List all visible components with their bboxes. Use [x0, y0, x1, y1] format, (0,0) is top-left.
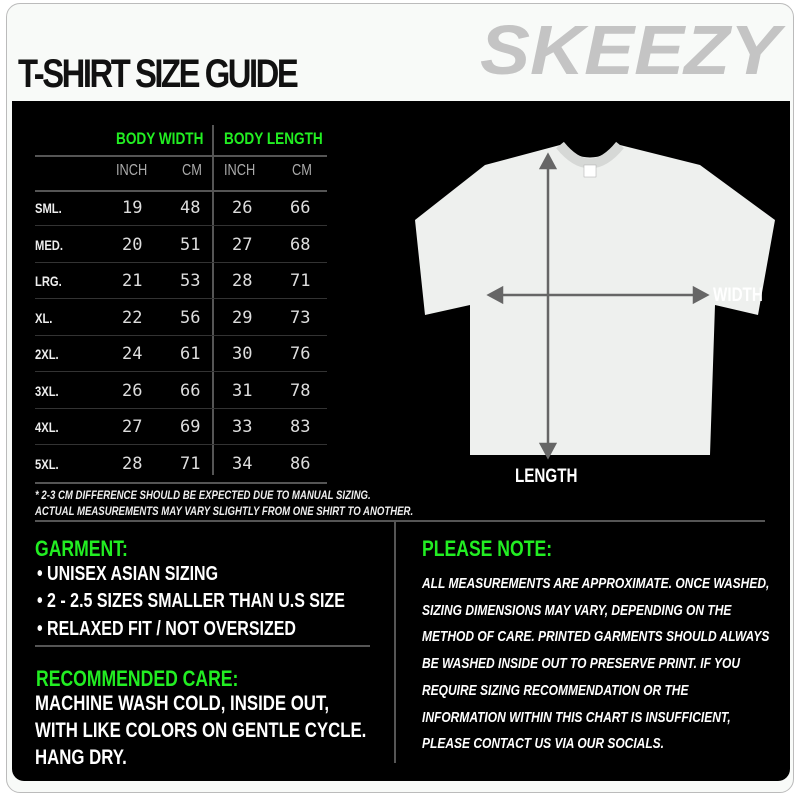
row-divider — [35, 334, 327, 336]
divider — [394, 521, 396, 763]
table-cell: 69 — [180, 417, 201, 437]
size-label: MED. — [35, 236, 63, 253]
table-cell: 27 — [122, 417, 143, 437]
divider — [35, 520, 765, 522]
length-arrow — [538, 152, 558, 460]
table-cell: 83 — [290, 417, 311, 437]
please-note-line: BE WASHED INSIDE OUT TO PRESERVE PRINT. … — [422, 655, 741, 673]
table-cell: 71 — [290, 271, 311, 291]
row-divider — [35, 371, 327, 372]
width-label: WIDTH — [713, 285, 763, 306]
table-cell: 24 — [122, 344, 143, 364]
table-cell: 28 — [122, 453, 143, 474]
please-note-line: INFORMATION WITHIN THIS CHART IS INSUFFI… — [422, 708, 731, 726]
table-cell: 78 — [290, 380, 311, 401]
brand-logo: SKEEZY — [480, 12, 786, 89]
size-label: 5XL. — [35, 455, 59, 472]
garment-item-text: 2 - 2.5 SIZES SMALLER THAN U.S SIZE — [47, 590, 345, 612]
note-line: ACTUAL MEASUREMENTS MAY VARY SLIGHTLY FR… — [35, 504, 414, 518]
divider — [35, 645, 370, 647]
table-cell: 30 — [232, 344, 253, 364]
table-cell: 86 — [290, 453, 311, 474]
header-body-length: BODY LENGTH — [224, 129, 323, 148]
table-cell: 19 — [122, 198, 143, 218]
row-divider — [35, 407, 327, 409]
table-cell: 71 — [180, 453, 201, 474]
table-cell: 34 — [232, 453, 253, 474]
note-line: * 2-3 CM DIFFERENCE SHOULD BE EXPECTED D… — [35, 488, 371, 502]
table-cell: 61 — [180, 344, 201, 364]
table-cell: 26 — [232, 198, 253, 218]
table-cell: 27 — [232, 234, 253, 255]
table-cell: 66 — [290, 198, 311, 218]
page-title: T-SHIRT SIZE GUIDE — [18, 52, 299, 96]
size-label: LRG. — [35, 273, 62, 289]
table-cell: 51 — [180, 234, 201, 255]
table-cell: 66 — [180, 380, 201, 401]
header-body-width: BODY WIDTH — [116, 129, 204, 148]
tag-icon — [583, 164, 597, 178]
care-line: WITH LIKE COLORS ON GENTLE CYCLE. — [35, 719, 367, 742]
tshirt-icon — [415, 145, 775, 455]
table-cell: 20 — [122, 234, 143, 255]
table-cell: 73 — [290, 307, 311, 328]
table-cell: 31 — [232, 380, 253, 401]
table-cell: 56 — [180, 307, 201, 328]
please-note-line: ALL MEASUREMENTS ARE APPROXIMATE. ONCE W… — [422, 575, 770, 592]
unit-inch: INCH — [224, 162, 256, 179]
size-label: 3XL. — [35, 382, 59, 399]
please-note-line: SIZING DIMENSIONS MAY VARY, DEPENDING ON… — [422, 601, 732, 619]
table-cell: 33 — [232, 417, 253, 437]
table-cell: 76 — [290, 344, 311, 364]
table-cell: 68 — [290, 234, 311, 255]
table-cell: 48 — [180, 198, 201, 218]
garment-item-text: RELAXED FIT / NOT OVERSIZED — [47, 618, 296, 640]
divider — [35, 155, 327, 157]
garment-heading: GARMENT: — [35, 536, 128, 561]
table-cell: 26 — [122, 380, 143, 401]
size-label: 4XL. — [35, 419, 59, 435]
care-line: HANG DRY. — [35, 746, 127, 769]
care-line: MACHINE WASH COLD, INSIDE OUT, — [35, 692, 330, 715]
size-label: 2XL. — [35, 346, 59, 362]
size-label: XL. — [35, 309, 53, 326]
please-note-line: PLEASE CONTACT US VIA OUR SOCIALS. — [422, 735, 665, 753]
divider — [35, 482, 327, 484]
table-cell: 29 — [232, 307, 253, 328]
please-note-heading: PLEASE NOTE: — [422, 536, 553, 561]
size-label: SML. — [35, 200, 62, 216]
garment-item: • UNISEX ASIAN SIZING — [37, 563, 219, 585]
row-divider — [35, 225, 327, 226]
brand-logo-text: SKEEZY — [480, 12, 786, 89]
row-divider — [35, 444, 327, 445]
tshirt-diagram — [415, 141, 775, 460]
please-note-line: METHOD OF CARE. PRINTED GARMENTS SHOULD … — [422, 628, 770, 646]
table-cell: 22 — [122, 307, 143, 328]
unit-inch: INCH — [116, 162, 148, 179]
unit-cm: CM — [182, 162, 202, 179]
length-label: LENGTH — [515, 466, 578, 487]
divider — [212, 125, 214, 475]
divider — [35, 190, 327, 192]
table-cell: 21 — [122, 271, 143, 291]
garment-item-text: UNISEX ASIAN SIZING — [47, 563, 219, 585]
care-heading: RECOMMENDED CARE: — [36, 666, 239, 691]
garment-item: • RELAXED FIT / NOT OVERSIZED — [37, 618, 296, 640]
row-divider — [35, 298, 327, 299]
unit-cm: CM — [292, 162, 312, 179]
width-arrow — [486, 285, 710, 305]
please-note-line: REQUIRE SIZING RECOMMENDATION OR THE — [422, 681, 689, 699]
row-divider — [35, 261, 327, 263]
table-cell: 53 — [180, 271, 201, 291]
table-cell: 28 — [232, 271, 253, 291]
garment-item: • 2 - 2.5 SIZES SMALLER THAN U.S SIZE — [37, 590, 345, 612]
